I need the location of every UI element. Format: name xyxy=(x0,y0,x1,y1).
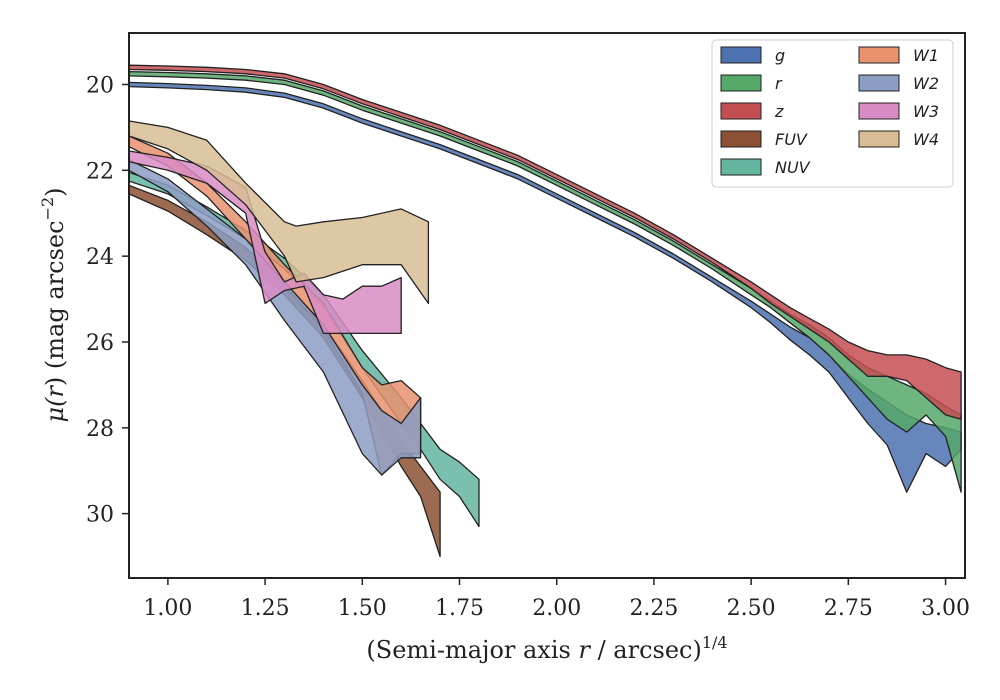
band-w4 xyxy=(129,120,430,305)
y-tick-label: 20 xyxy=(86,73,114,98)
legend-label-w1: W1 xyxy=(913,46,939,65)
legend-swatch-z xyxy=(720,102,762,120)
legend-label-g: g xyxy=(775,46,785,65)
legend-swatch-w4 xyxy=(858,130,900,148)
x-tick-label: 3.00 xyxy=(921,596,970,621)
y-tick-label: 26 xyxy=(86,331,114,356)
legend-label-fuv: FUV xyxy=(775,130,808,149)
legend: grz FUV NUV W1 W2 W3 W4 xyxy=(711,39,954,188)
legend-swatch-g xyxy=(720,46,762,64)
y-tick-label: 24 xyxy=(86,245,114,270)
legend-label-z: z xyxy=(774,102,784,121)
band-r xyxy=(129,70,962,493)
y-tick-label: 30 xyxy=(86,503,114,528)
y-tick-label: 28 xyxy=(86,417,114,442)
x-tick-label: 2.00 xyxy=(532,596,581,621)
x-tick-label: 1.75 xyxy=(435,596,484,621)
legend-label-nuv: NUV xyxy=(775,158,811,177)
legend-swatch-r xyxy=(720,74,762,92)
x-tick-label: 2.50 xyxy=(727,596,776,621)
x-axis-ticks: 1.00 1.25 1.50 1.75 2.00 2.25 2.50 2.75 3.00 xyxy=(143,578,970,621)
legend-swatch-fuv xyxy=(720,130,762,148)
plot-frame xyxy=(128,32,966,579)
x-tick-label: 1.50 xyxy=(338,596,387,621)
y-axis-ticks: 20 22 24 26 28 30 xyxy=(86,73,129,528)
y-tick-label: 22 xyxy=(86,159,114,184)
legend-swatch-w3 xyxy=(858,102,900,120)
x-tick-label: 1.00 xyxy=(143,596,192,621)
legend-swatch-nuv xyxy=(720,158,762,176)
legend-label-r: r xyxy=(775,74,783,93)
legend-label-w2: W2 xyxy=(913,74,939,93)
legend-label-w4: W4 xyxy=(913,130,939,149)
legend-swatch-w2 xyxy=(858,74,900,92)
x-tick-label: 2.25 xyxy=(629,596,678,621)
x-tick-label: 1.25 xyxy=(241,596,290,621)
legend-swatch-w1 xyxy=(858,46,900,64)
y-axis-label: μ(r) (mag arcsec−2) xyxy=(38,187,69,422)
bands-layer xyxy=(129,64,962,558)
x-tick-label: 2.75 xyxy=(824,596,873,621)
band-w3 xyxy=(129,150,402,335)
legend-label-w3: W3 xyxy=(913,102,939,121)
x-axis-label: (Semi-major axis r / arcsec)1/4 xyxy=(366,633,727,664)
band-z xyxy=(129,64,962,420)
